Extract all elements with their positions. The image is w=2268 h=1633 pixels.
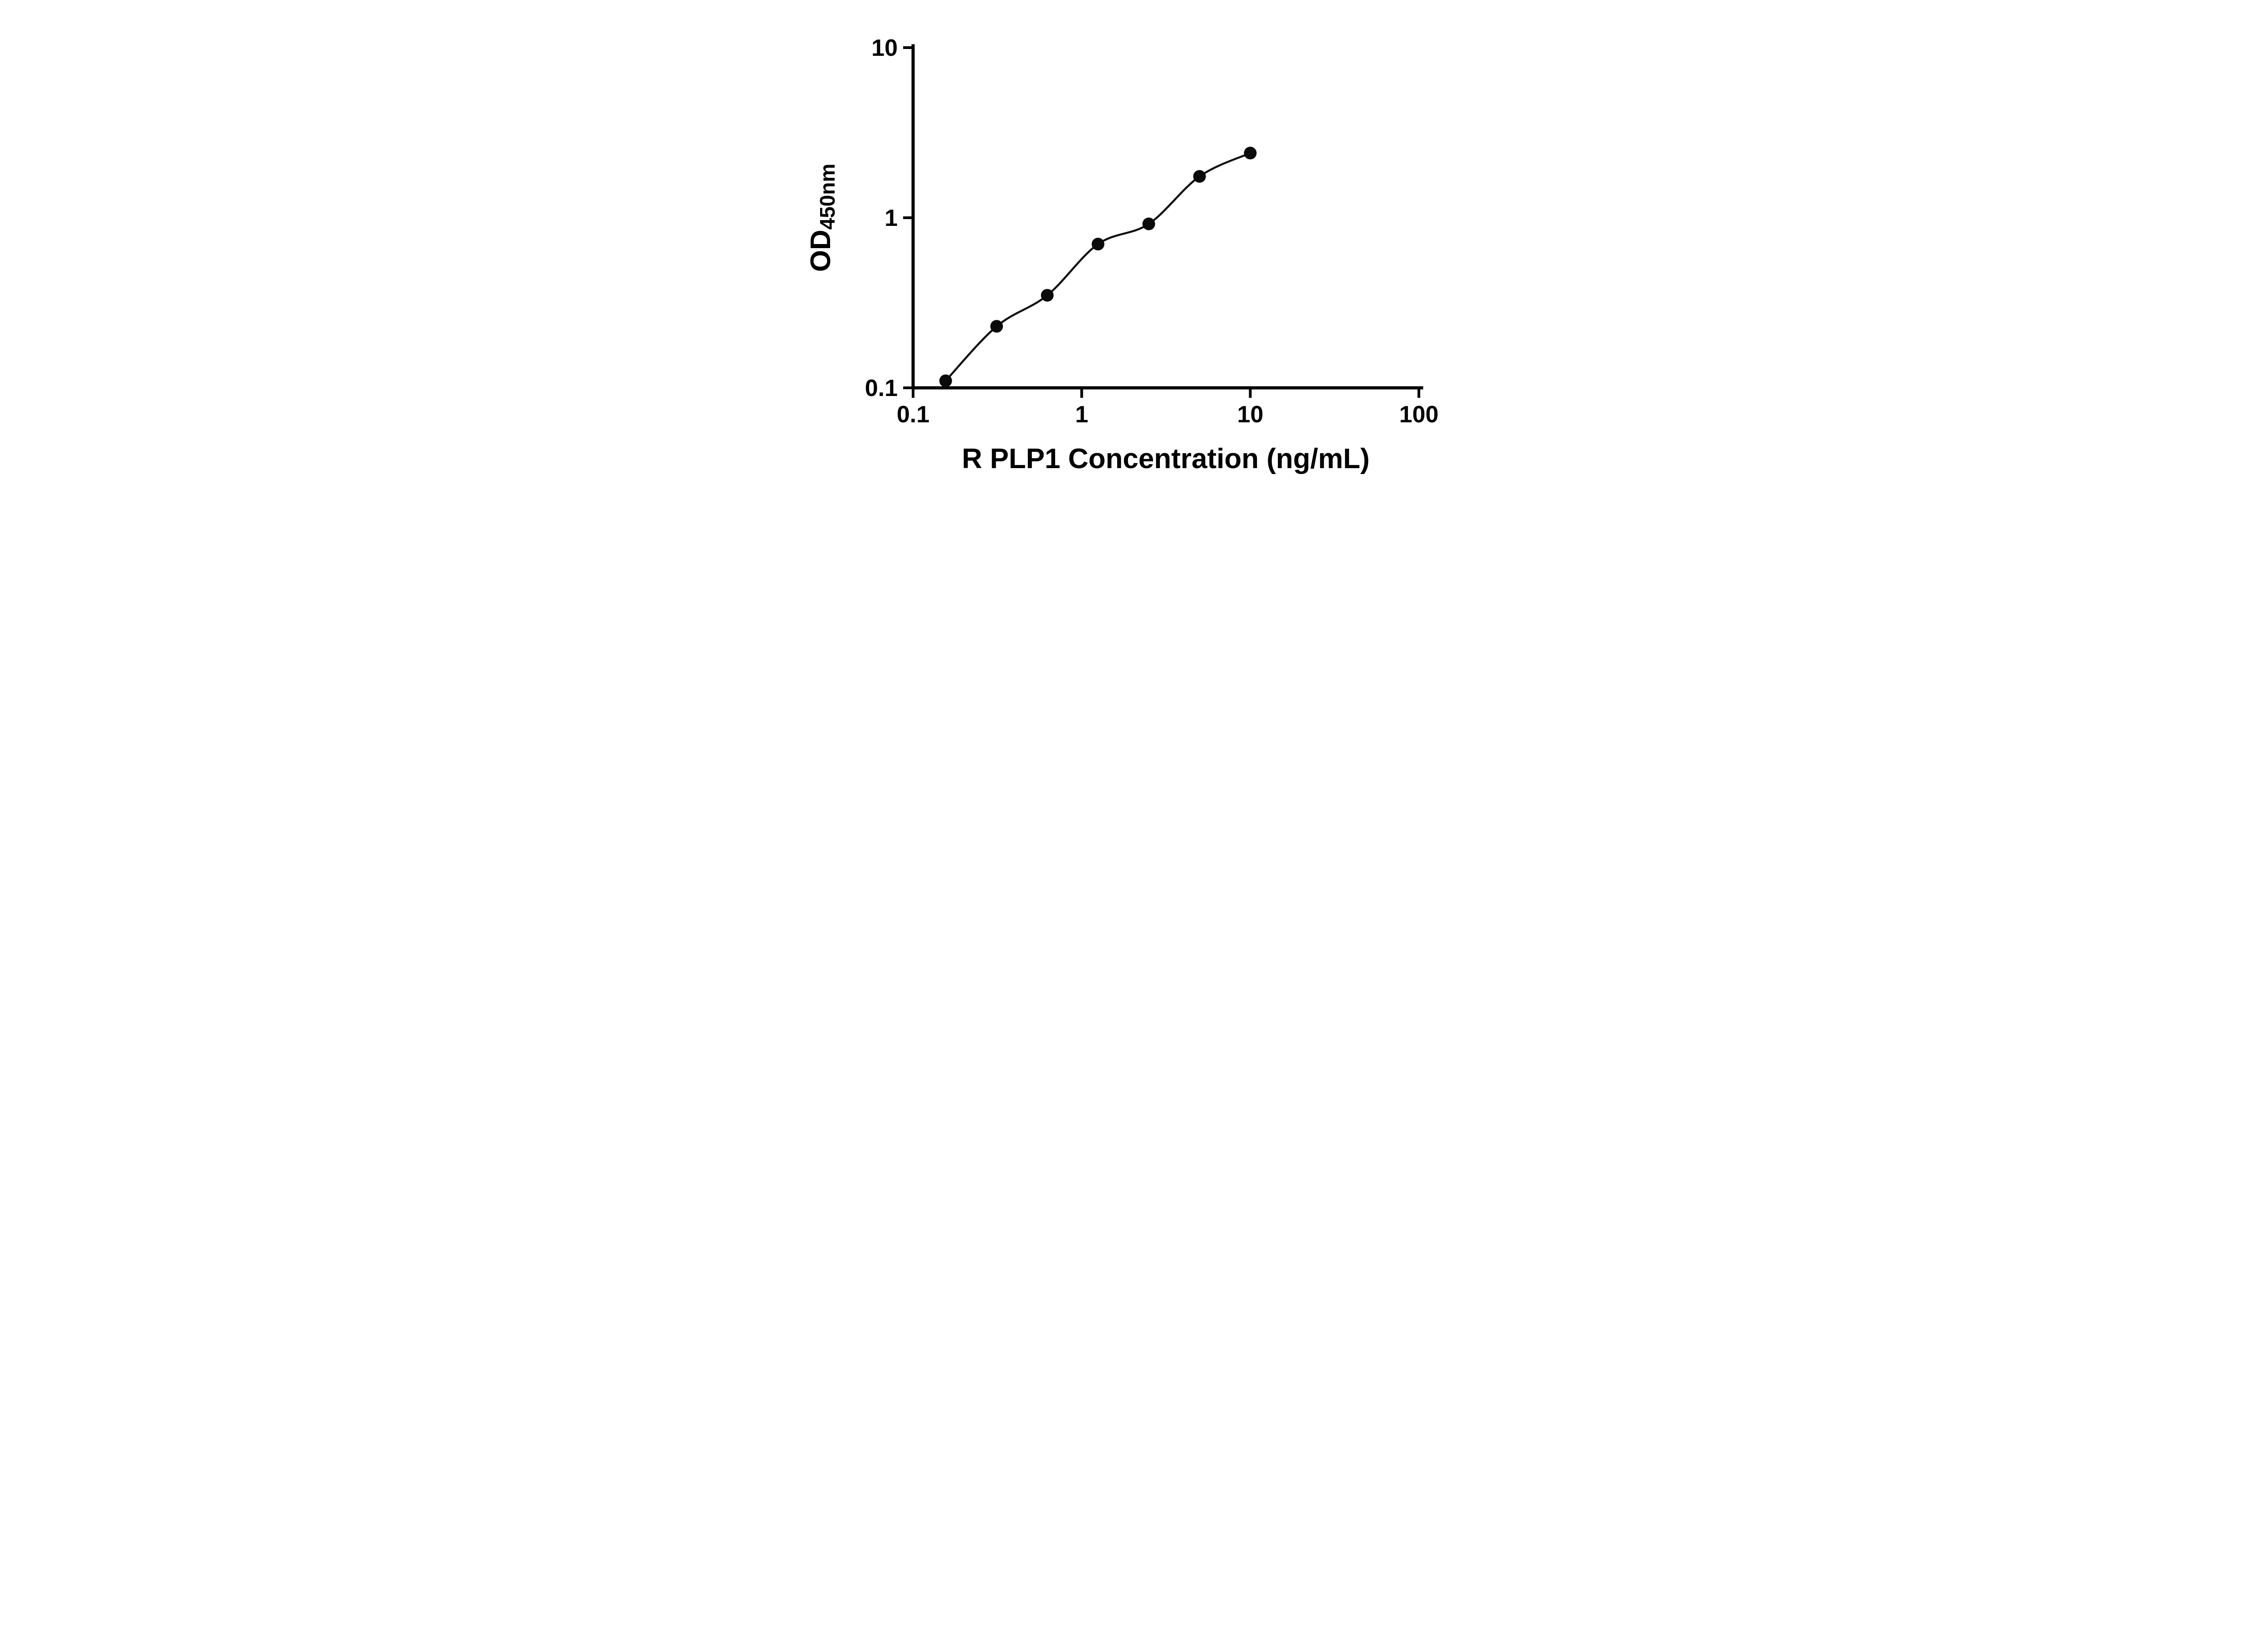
y-tick-label: 10	[871, 35, 898, 61]
y-axis-title: OD450nm	[805, 164, 839, 272]
y-axis-title-sub: 450nm	[816, 164, 839, 230]
x-tick-label: 100	[1399, 401, 1438, 428]
data-point	[1142, 217, 1155, 230]
y-tick-label: 1	[885, 205, 898, 231]
figure: 0.1 1 10 100 0.1 1 10 R PLP1 Concentration (ng…	[783, 0, 1485, 500]
data-point	[1243, 147, 1256, 160]
standard-curve-chart: 0.1 1 10 100 0.1 1 10 R PLP1 Concentration (ng…	[805, 35, 1438, 474]
data-point	[990, 320, 1003, 333]
data-point	[939, 374, 952, 387]
data-point	[1091, 238, 1105, 251]
plot-area: 0.1 1 10 100 0.1 1 10	[865, 35, 1438, 428]
data-point	[1041, 288, 1054, 302]
x-tick-label: 0.1	[896, 401, 929, 428]
x-tick-label: 1	[1075, 401, 1088, 428]
fit-curve	[944, 152, 1251, 382]
x-tick-label: 10	[1237, 401, 1263, 428]
y-axis-title-main: OD	[805, 230, 836, 272]
y-tick-label: 0.1	[865, 375, 897, 401]
x-axis-title: R PLP1 Concentration (ng/mL)	[962, 443, 1369, 474]
data-point	[1193, 170, 1206, 183]
